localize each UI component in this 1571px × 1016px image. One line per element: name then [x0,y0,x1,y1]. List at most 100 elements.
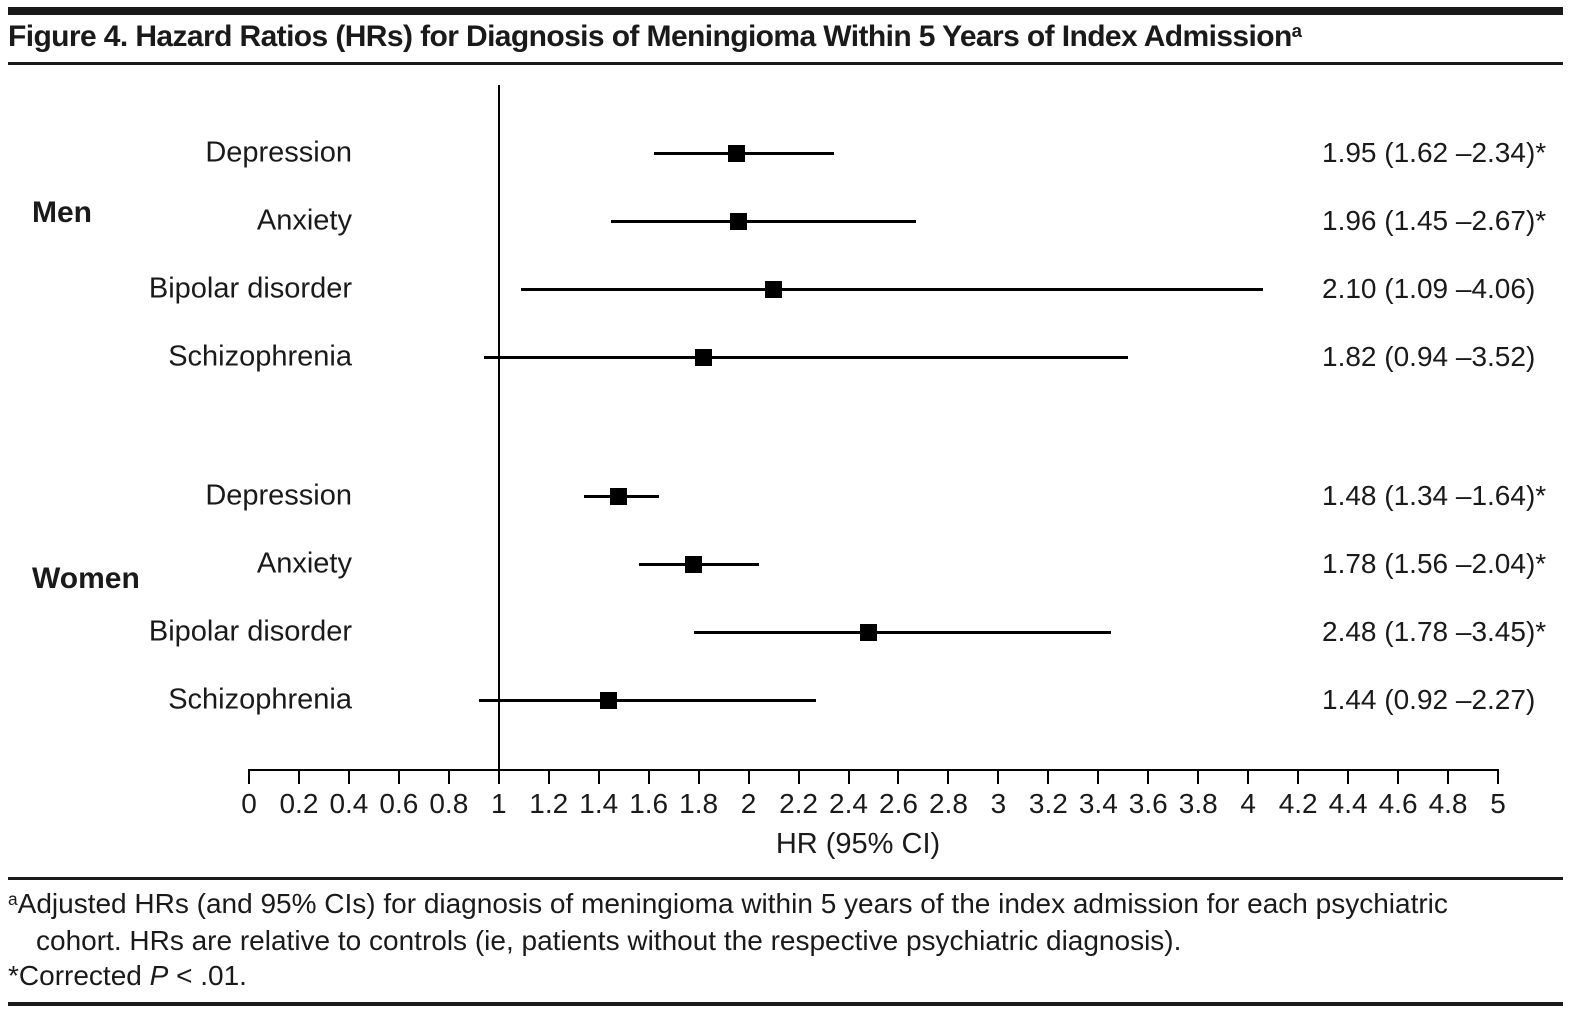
x-axis-tick [497,770,500,784]
x-axis-tick-label: 0 [241,788,257,819]
x-axis-tick-label: 1 [491,788,507,819]
hr-value-label: 1.96 (1.45 –2.67)* [1322,205,1547,236]
x-axis-tick [347,770,350,784]
x-axis-tick [1097,770,1100,784]
x-axis-tick-label: 3 [990,788,1007,819]
x-axis-tick-label: 1.8 [679,788,719,819]
hr-marker [610,487,628,505]
x-axis-tick [797,770,800,784]
hr-value-label: 1.95 (1.62 –2.34)* [1322,137,1547,168]
x-axis-tick-label: 2.4 [829,788,868,819]
footnote-a-text1: Adjusted HRs (and 95% CIs) for diagnosis… [17,888,1448,919]
hr-value-label: 2.48 (1.78 –3.45)* [1322,616,1547,647]
x-axis-tick [1497,770,1499,784]
x-axis-tick [647,770,650,784]
row-label: Anxiety [256,547,352,580]
footnote-star-p: P [149,960,169,991]
hr-value-label: 1.48 (1.34 –1.64)* [1322,480,1547,511]
x-axis-tick-label: 4 [1240,788,1256,819]
hr-marker [685,555,703,573]
x-axis-tick-label: 0.6 [379,788,419,819]
x-axis-tick [997,770,1000,784]
x-axis-tick-label: 2.2 [779,788,819,819]
row-label: Bipolar disorder [148,615,352,648]
x-axis-tick-label: 4.2 [1278,788,1318,819]
hr-marker [727,144,745,162]
footnote-a-text2: cohort. HRs are relative to controls (ie… [36,925,1182,956]
x-axis-tick-label: 2 [740,788,757,819]
figure-title: Figure 4. Hazard Ratios (HRs) for Diagno… [8,20,1302,54]
bottom-rule-bar [8,1002,1563,1006]
x-axis-tick-label: 0.2 [279,788,319,819]
x-axis-line [248,769,1499,771]
row-label: Anxiety [256,204,352,237]
x-axis-tick-label: 1.6 [629,788,669,819]
x-axis-tick [1047,770,1050,784]
ci-line [483,355,1129,359]
x-axis-tick-label: 2.8 [928,788,968,819]
x-axis-tick [947,770,950,784]
x-axis-tick [1347,770,1350,784]
footnote-divider-rule [8,877,1563,880]
x-axis-tick [297,770,300,784]
footnote-a-line1: aAdjusted HRs (and 95% CIs) for diagnosi… [8,888,1448,920]
x-axis-tick-label: 5 [1490,788,1506,819]
ci-line [611,219,916,223]
x-axis-tick-label: 1.2 [529,788,569,819]
x-axis-tick [1297,770,1300,784]
x-axis-tick [1147,770,1150,784]
hr-marker [600,691,618,709]
title-rule [8,62,1563,65]
x-axis-label: HR (95% CI) [775,828,941,860]
x-axis-tick-label: 3.6 [1128,788,1168,819]
hr-marker [695,348,713,366]
x-axis-tick-label: 4.8 [1428,788,1468,819]
top-rule-bar [8,7,1563,15]
x-axis-tick-label: 3.2 [1028,788,1068,819]
row-label: Depression [205,479,352,512]
x-axis-tick-label: 3.4 [1078,788,1118,819]
group-label-men: Men [32,196,92,229]
x-axis-tick-label: 0.8 [429,788,469,819]
hr-value-label: 1.82 (0.94 –3.52) [1322,341,1536,372]
x-axis-tick-label: 4.4 [1328,788,1368,819]
figure-title-text: Figure 4. Hazard Ratios (HRs) for Diagno… [8,20,1292,53]
x-axis-tick [747,770,750,784]
reference-line-hr1 [497,85,500,771]
x-axis-tick-label: 1.4 [579,788,619,819]
ci-line [693,630,1111,634]
row-label: Depression [205,136,352,169]
footnote-star-suffix: < .01. [168,960,247,991]
title-superscript: a [1291,20,1302,41]
hr-marker [765,280,783,298]
hr-marker [730,212,748,230]
x-axis-tick [547,770,550,784]
hr-value-label: 1.78 (1.56 –2.04)* [1322,548,1547,579]
ci-line [478,698,817,702]
row-label: Schizophrenia [168,683,352,716]
x-axis-tick-label: 3.8 [1178,788,1218,819]
x-axis-tick [897,770,900,784]
x-axis-tick [1447,770,1450,784]
hr-value-label: 2.10 (1.09 –4.06) [1322,273,1536,304]
x-axis-tick [1247,770,1250,784]
row-label: Bipolar disorder [148,272,352,305]
ci-line [521,287,1264,291]
group-label-women: Women [32,562,140,595]
x-axis-tick [1197,770,1200,784]
x-axis-tick-label: 4.6 [1378,788,1418,819]
x-axis-tick [447,770,450,784]
x-axis-tick [397,770,400,784]
hr-marker [860,623,877,641]
footnote-a-marker: a [8,889,18,909]
x-axis-tick [697,770,700,784]
x-axis-tick-label: 0.4 [329,788,369,819]
footnote-star-prefix: *Corrected [8,960,150,991]
footnote-star: *Corrected P < .01. [8,960,247,992]
x-axis-tick [847,770,850,784]
x-axis-tick-label: 2.6 [879,788,918,819]
footnote-a-line2: cohort. HRs are relative to controls (ie… [36,925,1181,957]
row-label: Schizophrenia [168,340,352,373]
